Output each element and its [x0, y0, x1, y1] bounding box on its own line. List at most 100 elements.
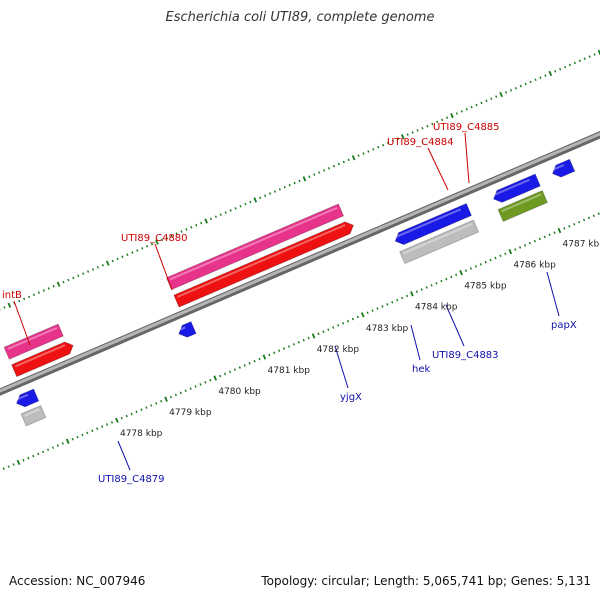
minor-tick	[268, 192, 272, 195]
reverse-gene-label[interactable]: UTI89_C4879	[98, 474, 165, 485]
minor-tick	[573, 222, 576, 226]
minor-tick	[587, 216, 591, 220]
scale-label: 4787 kbp	[563, 240, 600, 250]
minor-tick	[431, 122, 434, 126]
minor-tick	[18, 299, 21, 303]
minor-tick	[2, 467, 5, 471]
minor-tick	[185, 228, 188, 231]
gene-highlight	[169, 206, 338, 281]
reverse-gene-label[interactable]: hek	[412, 364, 430, 375]
minor-tick	[37, 291, 40, 294]
minor-tick	[357, 154, 360, 157]
scale-labels: 4778 kbp 4779 kbp 4780 kbp 4781 kbp 4782 kbp…	[120, 240, 600, 440]
gene-feature[interactable]	[165, 203, 345, 291]
minor-tick	[22, 458, 25, 462]
minor-tick	[445, 277, 448, 281]
minor-tick	[140, 408, 143, 411]
minor-tick	[72, 276, 75, 280]
minor-tick	[563, 227, 566, 230]
scale-label: 4785 kbp	[464, 282, 507, 292]
forward-tick-track	[0, 49, 600, 311]
minor-tick	[544, 74, 547, 77]
minor-tick	[523, 244, 527, 247]
minor-tick	[499, 254, 502, 258]
forward-gene-label[interactable]: UTI89_C4880	[121, 233, 188, 244]
reverse-tick-track	[2, 212, 600, 471]
minor-tick	[421, 126, 424, 130]
forward-gene-label[interactable]: UTI89_C4885	[433, 122, 500, 133]
minor-tick	[150, 404, 153, 407]
major-tick	[499, 91, 503, 98]
minor-tick	[125, 414, 128, 418]
minor-tick	[46, 448, 50, 452]
major-tick	[213, 375, 218, 381]
reverse-gene-label[interactable]: papX	[551, 320, 577, 331]
reverse-gene-label[interactable]: UTI89_C4883	[432, 350, 499, 361]
minor-tick	[386, 141, 390, 145]
major-tick	[262, 354, 267, 360]
minor-tick	[583, 57, 586, 60]
map-title: Escherichia coli UTI89, complete genome	[165, 10, 435, 25]
minor-tick	[239, 204, 242, 208]
minor-tick	[136, 249, 139, 252]
minor-tick	[593, 53, 596, 56]
forward-gene-label[interactable]: UTI89_C4884	[387, 137, 454, 148]
minor-tick	[199, 383, 202, 386]
gene-feature[interactable]	[497, 190, 548, 223]
minor-tick	[169, 395, 173, 399]
gene-feature[interactable]	[3, 323, 64, 360]
minor-tick	[347, 158, 350, 162]
minor-tick	[233, 368, 236, 371]
minor-tick	[91, 429, 94, 433]
major-tick	[311, 333, 316, 339]
gene-feature[interactable]	[11, 341, 74, 378]
minor-tick	[416, 129, 419, 132]
minor-tick	[582, 218, 586, 222]
forward-gene-label[interactable]: intB	[2, 290, 22, 301]
reverse-gene-label[interactable]: yjgX	[340, 392, 362, 403]
minor-tick	[391, 139, 395, 143]
gene-feature[interactable]	[173, 221, 354, 308]
gene-highlight	[24, 408, 40, 417]
minor-tick	[160, 238, 163, 242]
minor-tick	[554, 70, 557, 73]
minor-tick	[533, 239, 536, 243]
label-leader	[334, 345, 349, 389]
minor-tick	[264, 194, 267, 197]
minor-tick	[243, 364, 246, 367]
minor-tick	[469, 267, 473, 270]
gene-feature[interactable]	[178, 321, 197, 338]
feature-track[interactable]	[3, 91, 600, 427]
gene-labels[interactable]: intB UTI89_C4880 UTI89_C4884 UTI89_C4885 UTI…	[2, 122, 577, 485]
minor-tick	[322, 330, 325, 334]
minor-tick	[96, 266, 99, 269]
gene-highlight	[395, 208, 462, 238]
minor-tick	[346, 319, 350, 323]
minor-tick	[470, 105, 473, 109]
gene-feature[interactable]	[552, 158, 576, 178]
gene-feature[interactable]	[394, 203, 473, 246]
minor-tick	[170, 234, 173, 238]
minor-tick	[356, 315, 359, 319]
minor-tick	[42, 289, 45, 292]
minor-tick	[184, 389, 187, 393]
minor-tick	[91, 268, 95, 271]
minor-tick	[189, 387, 192, 390]
minor-tick	[101, 263, 104, 267]
minor-tick	[406, 133, 409, 136]
minor-tick	[101, 425, 104, 428]
gene-feature[interactable]	[493, 173, 541, 203]
gene-feature[interactable]	[399, 219, 480, 265]
major-tick	[450, 112, 454, 119]
minor-tick	[396, 137, 399, 141]
minor-tick	[268, 353, 271, 357]
gene-feature[interactable]	[16, 388, 40, 408]
minor-tick	[479, 262, 482, 266]
minor-tick	[568, 63, 572, 67]
minor-tick	[7, 465, 10, 468]
accession-text: Accession: NC_007946	[9, 574, 146, 588]
label-leader	[154, 243, 173, 291]
minor-tick	[52, 285, 55, 288]
gene-feature[interactable]	[20, 405, 47, 427]
